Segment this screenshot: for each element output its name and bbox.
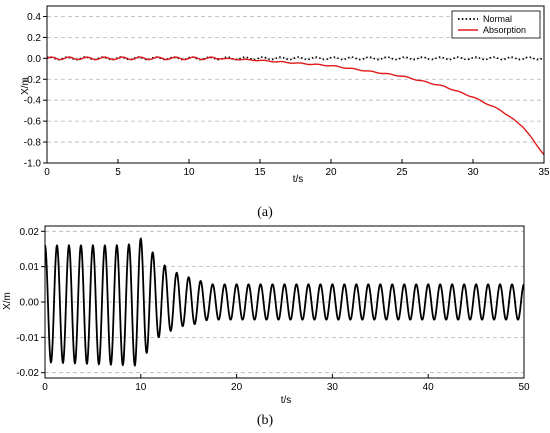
panel-a-ticks: -1.0 -0.8 -0.6 -0.4 -0.2 0.0 0.2 0.4 0 5 10 15 20 25 3… [24, 12, 550, 178]
x-tick-label: 0 [42, 382, 48, 393]
x-tick-label: 35 [538, 167, 550, 178]
y-tick-label: 0.4 [27, 12, 41, 23]
x-tick-label: 10 [135, 382, 147, 393]
x-tick-label: 50 [518, 382, 530, 393]
series-displacement [44, 237, 525, 367]
y-tick-label: -1.0 [24, 159, 42, 170]
x-tick-label: 25 [396, 167, 408, 178]
panel-a-legend: Normal Absorption [451, 10, 541, 39]
series-absorption [46, 56, 545, 156]
x-tick-label: 5 [115, 167, 121, 178]
legend-label-absorption: Absorption [483, 25, 526, 35]
y-tick-label: -0.01 [16, 333, 39, 344]
y-tick-label: -0.02 [16, 368, 39, 379]
x-tick-label: 40 [423, 382, 435, 393]
y-tick-label: 0.01 [20, 262, 40, 273]
x-tick-label: 30 [467, 167, 479, 178]
panel-b-x-axis-label: t/s [281, 395, 292, 406]
panel-b-label: (b) [257, 413, 274, 428]
legend-box [451, 10, 541, 39]
panel-a: -1.0 -0.8 -0.6 -0.4 -0.2 0.0 0.2 0.4 0 5 10 15 20 25 3… [20, 5, 550, 220]
x-tick-label: 30 [327, 382, 339, 393]
panel-b-series [44, 237, 525, 367]
y-tick-label: -0.6 [24, 117, 42, 128]
panel-a-y-axis-label: X/m [20, 77, 31, 95]
y-tick-label: -0.8 [24, 138, 42, 149]
x-tick-label: 20 [231, 382, 243, 393]
panel-b-gridlines [45, 230, 524, 374]
panel-b-ticks: -0.02 -0.01 0.00 0.01 0.02 0 10 20 30 40 50 [16, 227, 530, 393]
panel-b-y-axis-label: X/m [2, 292, 13, 310]
y-tick-label: 0.00 [20, 298, 40, 309]
y-tick-label: -0.4 [24, 96, 42, 107]
panel-b: -0.02 -0.01 0.00 0.01 0.02 0 10 20 30 40 50 t/s X/… [2, 225, 530, 428]
panel-a-label: (a) [257, 205, 273, 220]
x-tick-label: 20 [325, 167, 337, 178]
y-tick-label: -0.2 [24, 75, 42, 86]
panel-a-plot-frame [46, 5, 545, 164]
y-tick-label: 0.02 [20, 227, 40, 238]
x-tick-label: 0 [44, 167, 50, 178]
panel-a-series [46, 56, 545, 156]
x-tick-label: 15 [254, 167, 266, 178]
x-tick-label: 10 [183, 167, 195, 178]
y-tick-label: 0.2 [27, 33, 41, 44]
y-tick-label: 0.0 [27, 54, 41, 65]
legend-label-normal: Normal [483, 14, 512, 24]
panel-a-x-axis-label: t/s [293, 174, 304, 185]
